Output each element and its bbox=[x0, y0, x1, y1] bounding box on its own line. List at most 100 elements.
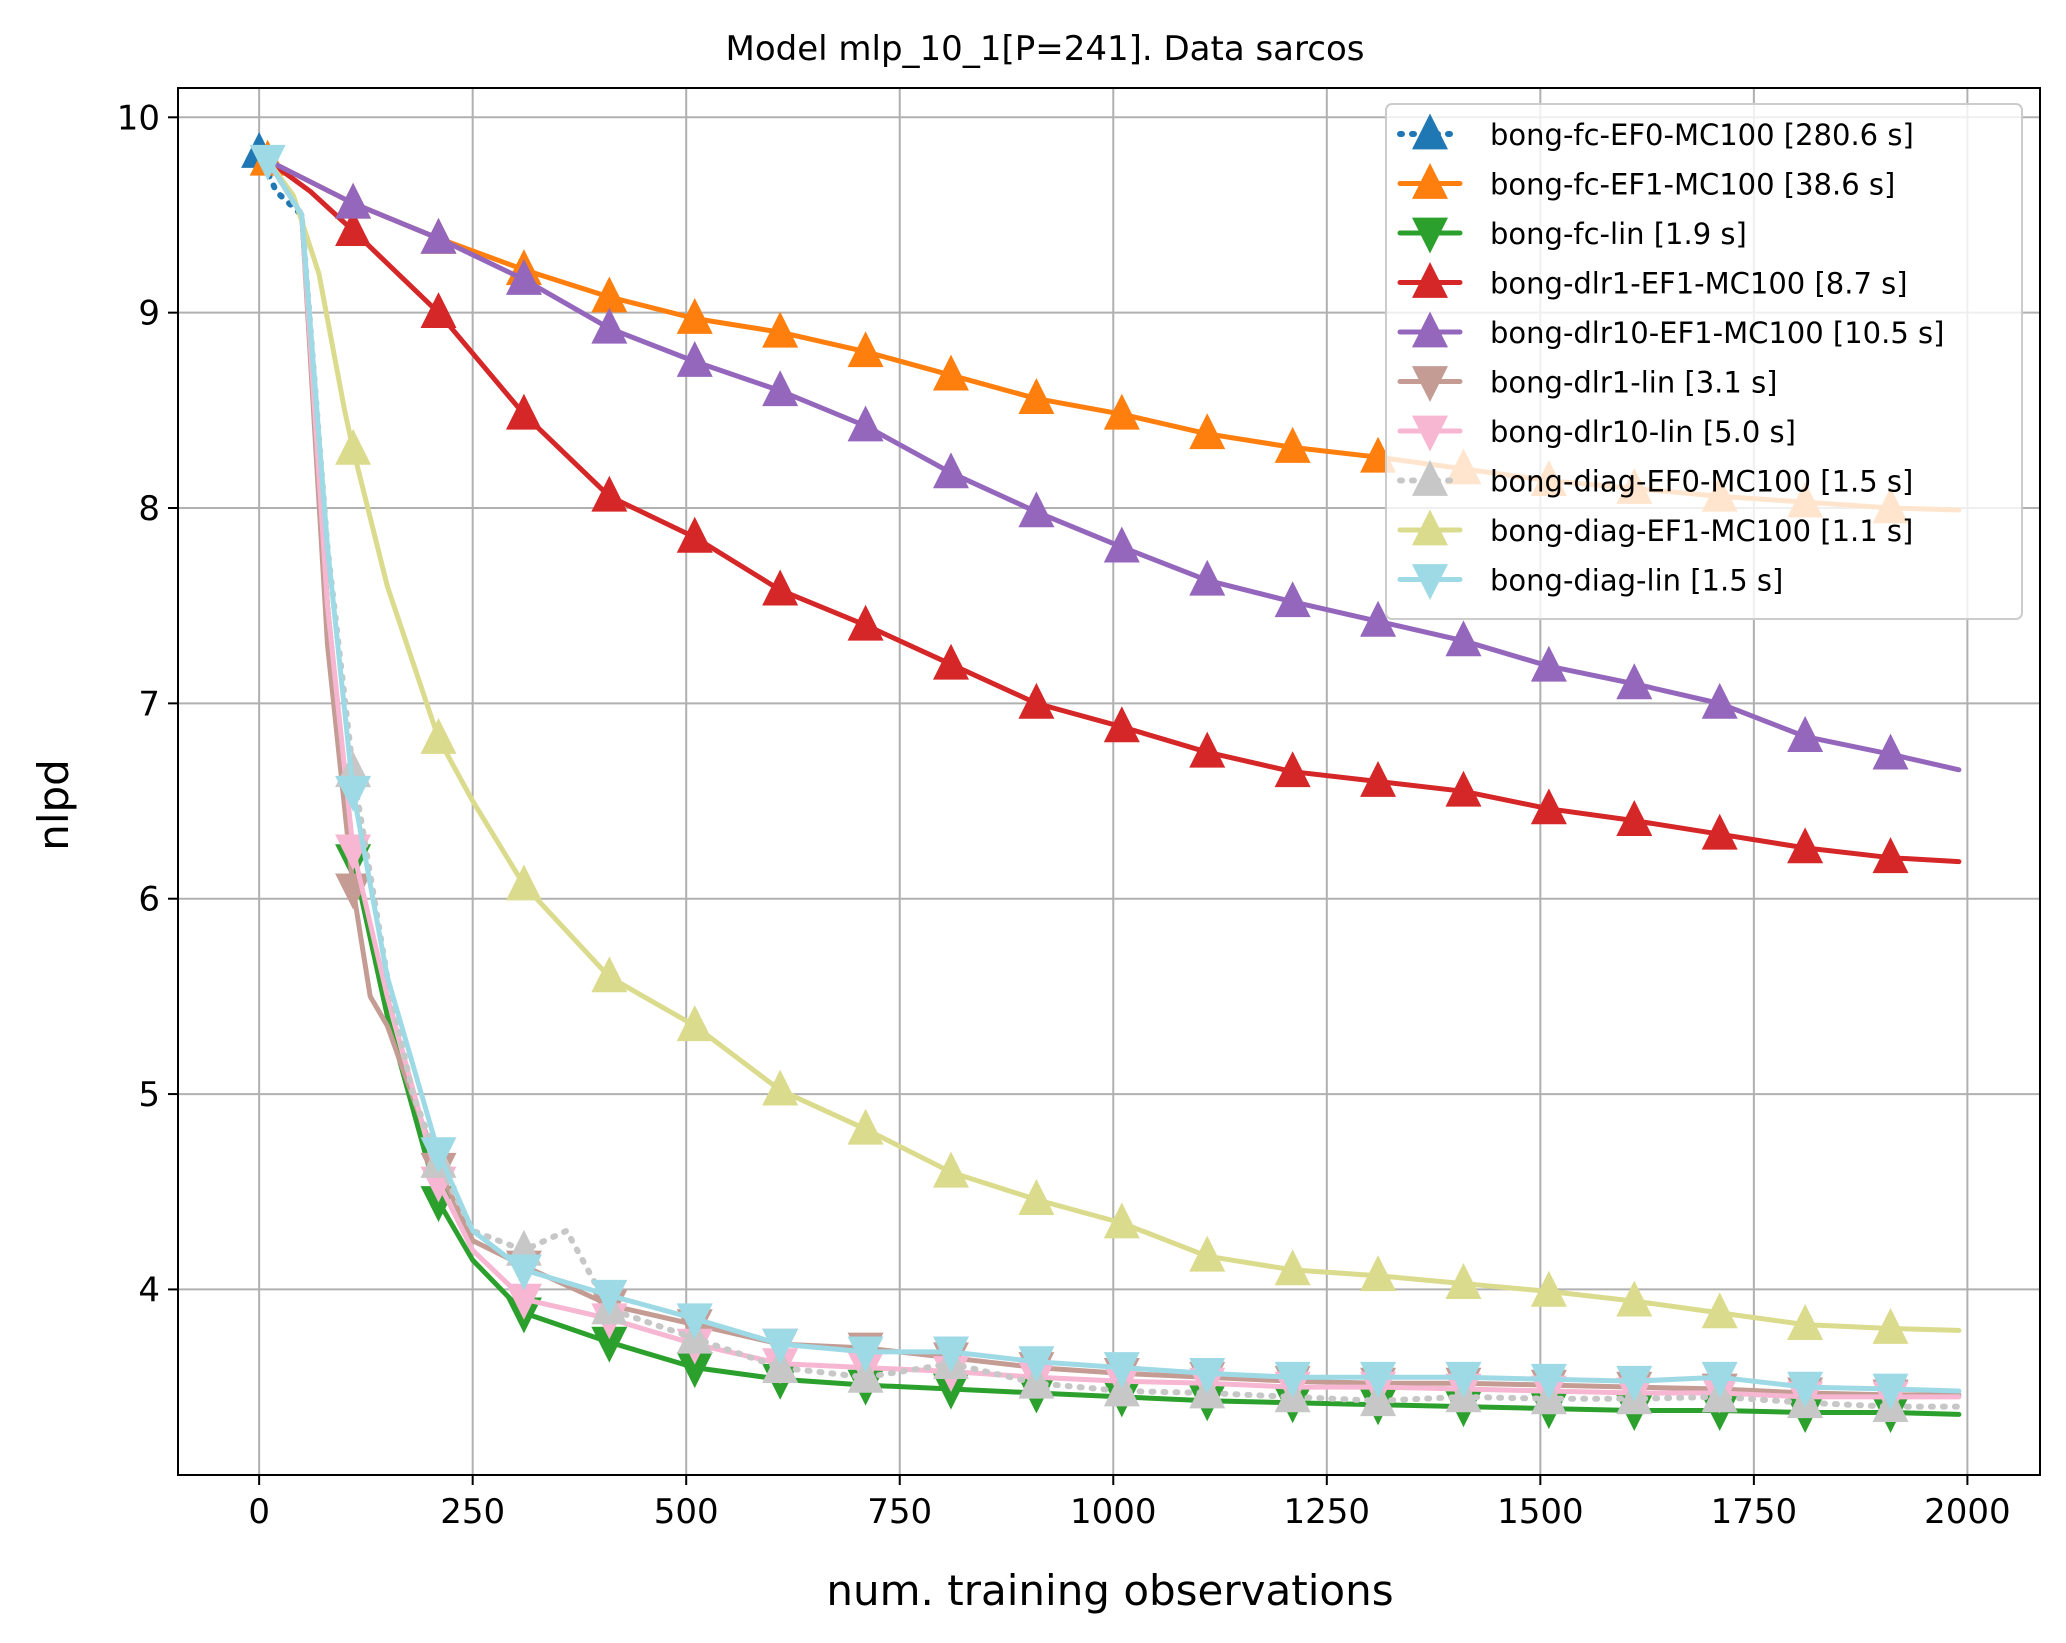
y-tick-label: 7 bbox=[138, 684, 160, 724]
legend-label: bong-fc-EF1-MC100 [38.6 s] bbox=[1490, 168, 1895, 202]
y-tick-label: 10 bbox=[117, 98, 160, 138]
legend-label: bong-diag-EF1-MC100 [1.1 s] bbox=[1490, 514, 1913, 548]
x-tick-label: 1000 bbox=[1070, 1492, 1157, 1532]
series-marker bbox=[1360, 1361, 1397, 1398]
legend-label: bong-dlr10-EF1-MC100 [10.5 s] bbox=[1490, 316, 1944, 350]
legend-label: bong-fc-lin [1.9 s] bbox=[1490, 217, 1747, 251]
series-marker bbox=[1445, 770, 1482, 807]
series-marker bbox=[1787, 1371, 1824, 1408]
x-tick-label: 500 bbox=[654, 1492, 719, 1532]
series-marker bbox=[847, 1356, 884, 1393]
series-marker bbox=[1189, 1358, 1226, 1394]
series-marker bbox=[1701, 1361, 1738, 1398]
legend: bong-fc-EF0-MC100 [280.6 s] bong-fc-EF1-M… bbox=[1385, 103, 2023, 620]
series-marker bbox=[676, 1352, 713, 1389]
series-marker bbox=[591, 1279, 628, 1316]
series-marker bbox=[1445, 1361, 1482, 1398]
series-9 bbox=[249, 144, 1962, 1410]
series-marker bbox=[1616, 800, 1653, 836]
series-marker bbox=[1103, 393, 1140, 430]
series-marker bbox=[762, 1069, 799, 1106]
legend-label: bong-diag-lin [1.5 s] bbox=[1490, 564, 1783, 598]
y-tick-label: 4 bbox=[138, 1270, 160, 1310]
tick-layer: 0 250 500 750 1000 1250 1500 1750 2000 4 5 6 7 8 9 10 bbox=[117, 98, 2011, 1532]
series-marker bbox=[1701, 813, 1738, 850]
series-marker bbox=[1103, 526, 1140, 563]
series-marker bbox=[676, 1005, 713, 1042]
legend-label: bong-dlr10-lin [5.0 s] bbox=[1490, 415, 1796, 449]
series-marker bbox=[420, 292, 457, 329]
series-marker bbox=[676, 340, 713, 377]
series-marker bbox=[1872, 837, 1909, 874]
series-4 bbox=[265, 157, 1962, 773]
series-marker bbox=[1103, 1352, 1140, 1389]
series-marker bbox=[1872, 1373, 1909, 1410]
series-marker bbox=[335, 775, 372, 812]
series-marker bbox=[1018, 682, 1055, 719]
series-marker bbox=[1445, 1263, 1482, 1299]
series-marker bbox=[249, 144, 286, 181]
series-marker bbox=[591, 307, 628, 344]
series-layer bbox=[241, 131, 1962, 1434]
series-marker bbox=[591, 475, 628, 512]
series-marker bbox=[1189, 413, 1226, 450]
legend-marker bbox=[1412, 366, 1448, 403]
x-tick-label: 1750 bbox=[1711, 1492, 1798, 1532]
legend-marker bbox=[1412, 217, 1448, 254]
series-marker bbox=[591, 276, 628, 313]
series-marker bbox=[1787, 1304, 1824, 1340]
series-marker bbox=[1274, 751, 1311, 788]
series-marker bbox=[1018, 1346, 1055, 1383]
series-marker bbox=[1018, 378, 1055, 414]
series-marker bbox=[847, 405, 884, 442]
y-tick-label: 9 bbox=[138, 294, 160, 334]
series-line bbox=[265, 157, 1962, 1333]
series-marker bbox=[1360, 760, 1397, 797]
series-marker bbox=[335, 210, 372, 246]
series-marker bbox=[335, 428, 372, 465]
series-marker bbox=[1274, 426, 1311, 463]
x-tick-label: 2000 bbox=[1924, 1492, 2011, 1532]
chart-title: Model mlp_10_1[P=241]. Data sarcos bbox=[726, 29, 1365, 69]
legend-marker bbox=[1412, 509, 1448, 546]
series-marker bbox=[1360, 1255, 1397, 1292]
series-marker bbox=[1530, 788, 1567, 825]
series-marker bbox=[1701, 1292, 1738, 1329]
x-tick-label: 750 bbox=[867, 1492, 932, 1532]
series-8 bbox=[265, 157, 1962, 1344]
series-marker bbox=[1189, 731, 1226, 768]
series-marker bbox=[1274, 1361, 1311, 1398]
series-marker bbox=[1530, 1363, 1567, 1400]
series-marker bbox=[591, 1326, 628, 1363]
y-axis-label: nlpd bbox=[29, 759, 78, 851]
series-marker bbox=[1274, 1249, 1311, 1286]
x-tick-label: 250 bbox=[440, 1492, 505, 1532]
series-marker bbox=[1360, 600, 1397, 637]
legend-marker bbox=[1412, 415, 1448, 452]
series-marker bbox=[1530, 645, 1567, 682]
series-marker bbox=[420, 1137, 457, 1174]
legend-label: bong-dlr1-EF1-MC100 [8.7 s] bbox=[1490, 267, 1908, 301]
series-marker bbox=[1018, 1179, 1055, 1215]
series-marker bbox=[1189, 1235, 1226, 1272]
series-marker bbox=[505, 864, 542, 901]
x-axis-label: num. training observations bbox=[826, 1566, 1393, 1615]
legend-marker bbox=[1412, 311, 1448, 348]
series-marker bbox=[505, 1283, 542, 1320]
series-marker bbox=[762, 370, 799, 407]
series-marker bbox=[1189, 559, 1226, 596]
series-marker bbox=[847, 331, 884, 368]
series-marker bbox=[932, 1336, 969, 1373]
legend-label: bong-fc-EF0-MC100 [280.6 s] bbox=[1490, 118, 1914, 152]
series-marker bbox=[932, 1151, 969, 1188]
series-marker bbox=[335, 182, 372, 219]
series-marker bbox=[1445, 620, 1482, 657]
series-marker bbox=[1274, 581, 1311, 618]
series-marker bbox=[1616, 1280, 1653, 1317]
x-tick-label: 0 bbox=[248, 1492, 270, 1532]
series-marker bbox=[932, 354, 969, 391]
legend-marker bbox=[1412, 459, 1448, 496]
y-tick-label: 8 bbox=[138, 489, 160, 529]
